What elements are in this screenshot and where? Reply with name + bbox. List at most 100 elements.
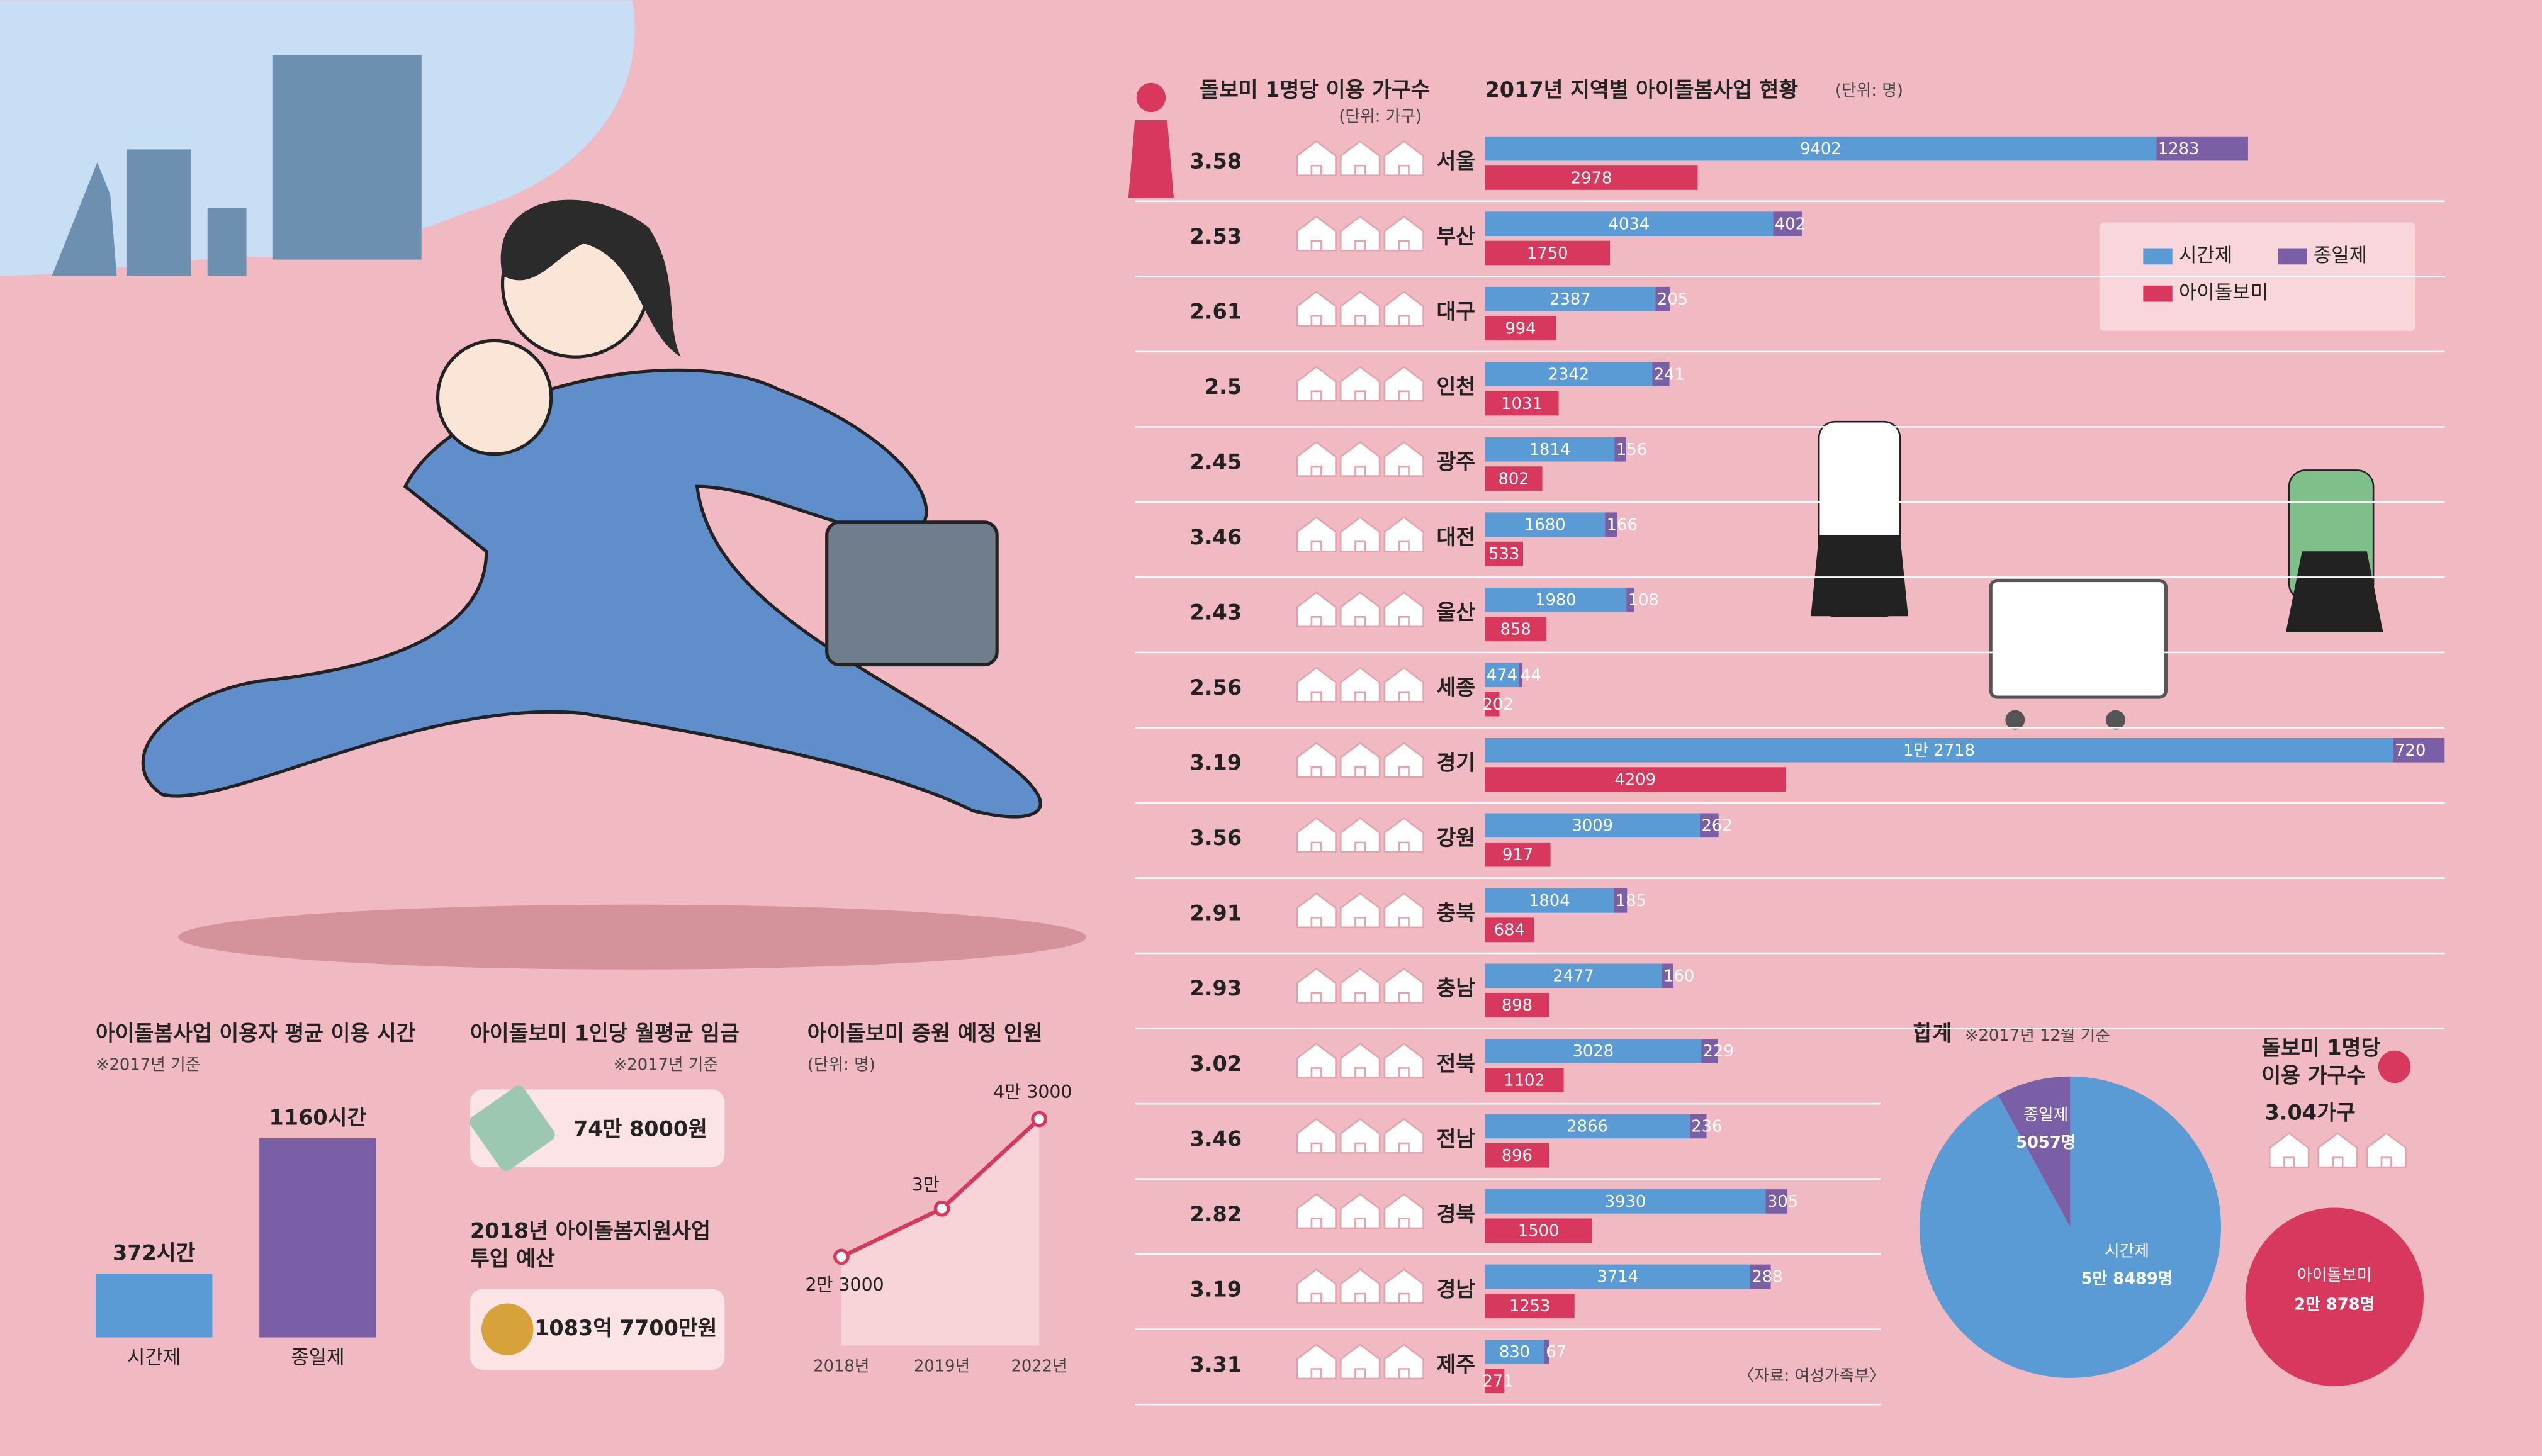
bar-label: 1102 xyxy=(1504,1072,1545,1090)
house-icon xyxy=(1339,892,1381,929)
bar-label: 898 xyxy=(1502,996,1533,1015)
bar-label: 3028 xyxy=(1573,1042,1614,1061)
bar-label: 271 xyxy=(1483,1372,1514,1391)
category-label: 종일제 xyxy=(291,1347,344,1369)
bar xyxy=(1626,587,1634,612)
slice-name: 시간제 xyxy=(2105,1242,2149,1261)
house-icon xyxy=(1296,516,1337,552)
house-icon xyxy=(1339,1343,1381,1380)
bar xyxy=(1773,211,1802,236)
house-icon xyxy=(1296,441,1337,477)
value-label: 2만 3000 xyxy=(805,1275,884,1296)
bar-label: 1750 xyxy=(1527,244,1568,263)
bar xyxy=(1750,1264,1771,1289)
bar xyxy=(1662,963,1673,988)
budget-box xyxy=(470,1289,725,1370)
house-icon xyxy=(1296,591,1337,628)
bar-label: 1283 xyxy=(2158,140,2200,159)
bar xyxy=(1485,541,1523,566)
x-label: 2019년 xyxy=(914,1357,970,1375)
chart-unit: (단위: 명) xyxy=(1835,81,1903,100)
households-value: 2.56 xyxy=(1190,675,1242,700)
bar xyxy=(1485,1068,1564,1093)
bar xyxy=(1485,1218,1592,1243)
region-label: 대전 xyxy=(1436,525,1475,549)
house-icon xyxy=(1383,817,1424,853)
house-icon xyxy=(1296,666,1337,703)
slice-value: 5057명 xyxy=(2016,1133,2076,1152)
bar xyxy=(1485,240,1611,266)
house-icon xyxy=(1339,215,1381,252)
bar xyxy=(1485,767,1786,792)
bar-label: 2387 xyxy=(1549,290,1591,309)
bar-label: 1814 xyxy=(1529,440,1571,459)
bar xyxy=(1485,737,2393,763)
region-label: 전북 xyxy=(1436,1051,1475,1076)
increase-unit: (단위: 명) xyxy=(807,1055,875,1074)
bar-label: 1680 xyxy=(1524,516,1566,535)
bar xyxy=(1614,888,1628,913)
bar xyxy=(2393,737,2445,763)
house-icon xyxy=(1339,967,1381,1004)
bar-label: 2866 xyxy=(1566,1117,1608,1136)
caregiver-name: 아이돌보미 xyxy=(2297,1266,2371,1285)
legend-label: 종일제 xyxy=(2314,244,2367,267)
house-icon xyxy=(2268,1132,2310,1168)
bar-label: 202 xyxy=(1483,695,1514,714)
legend-label: 시간제 xyxy=(2179,244,2232,267)
bar xyxy=(1652,362,1670,387)
house-icon xyxy=(1339,441,1381,477)
region-label: 서울 xyxy=(1436,149,1475,174)
region-label: 경북 xyxy=(1436,1202,1475,1226)
households-value: 3.31 xyxy=(1190,1352,1242,1377)
region-label: 제주 xyxy=(1436,1352,1475,1377)
bar-label: 205 xyxy=(1657,290,1688,309)
house-icon xyxy=(1383,516,1424,552)
households-value: 3.19 xyxy=(1190,1277,1242,1301)
region-label: 전남 xyxy=(1436,1126,1475,1151)
households-value: 2.43 xyxy=(1190,600,1242,625)
house-icon xyxy=(1296,1343,1337,1380)
households-value: 2.61 xyxy=(1190,300,1242,324)
shadow xyxy=(178,904,1086,970)
budget-title: 투입 예산 xyxy=(470,1246,555,1270)
wage-title: 아이돌보미 1인당 월평균 임금 xyxy=(470,1021,740,1045)
households-value: 3.19 xyxy=(1190,751,1242,775)
bar xyxy=(1485,165,1698,190)
legend-swatch xyxy=(2143,248,2173,265)
bar xyxy=(1485,286,1656,311)
house-icon xyxy=(1339,591,1381,628)
bar xyxy=(1485,1369,1505,1394)
bar-label: 1253 xyxy=(1509,1297,1551,1316)
bar-label: 1만 2718 xyxy=(1903,741,1975,760)
bar-label: 2978 xyxy=(1571,169,1612,188)
bar xyxy=(1701,1039,1718,1063)
caregiver-value: 2만 878명 xyxy=(2294,1296,2375,1314)
bar xyxy=(95,1273,213,1338)
house-icon xyxy=(1383,892,1424,929)
region-label: 경기 xyxy=(1436,751,1475,775)
person-icon xyxy=(1128,120,1174,198)
bar-label: 917 xyxy=(1502,846,1533,865)
house-icon xyxy=(1383,1343,1424,1380)
value-label: 3만 xyxy=(912,1175,940,1196)
households-unit: (단위: 가구) xyxy=(1339,107,1422,126)
bar xyxy=(1485,663,1519,688)
house-icon xyxy=(1296,1268,1337,1304)
runner xyxy=(141,199,1042,819)
house-icon xyxy=(2317,1132,2358,1168)
house-icon xyxy=(1339,817,1381,853)
house-icon xyxy=(1339,366,1381,402)
bar xyxy=(1485,1039,1702,1063)
house-icon xyxy=(1383,215,1424,252)
region-label: 경남 xyxy=(1436,1277,1475,1301)
households-title: 돌보미 1명당 이용 가구수 xyxy=(1200,77,1430,102)
bar xyxy=(1485,136,2157,161)
bar xyxy=(1485,391,1559,416)
bar-label: 533 xyxy=(1488,545,1519,564)
x-label: 2018년 xyxy=(813,1357,869,1375)
bar-label: 160 xyxy=(1663,967,1694,986)
bar xyxy=(1519,663,1522,688)
legend-label: 아이돌보미 xyxy=(2179,281,2268,304)
value-label: 1160시간 xyxy=(269,1105,367,1129)
